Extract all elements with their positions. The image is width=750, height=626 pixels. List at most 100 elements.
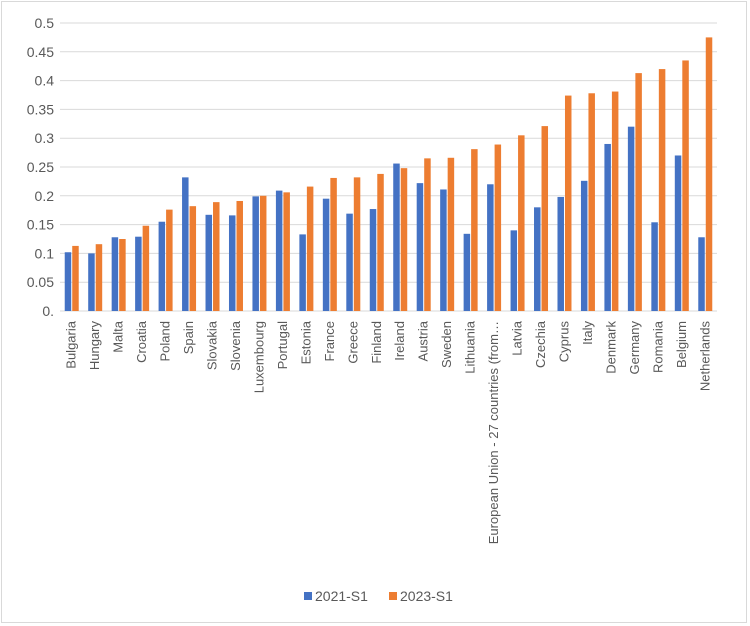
- x-tick-label: Austria: [416, 320, 431, 361]
- bar-2023-S1-Spain: [189, 206, 197, 311]
- x-tick-label: Luxembourg: [251, 321, 266, 393]
- x-tick-label: Estonia: [298, 320, 313, 364]
- y-axis-ticks: 0. 0.05 0.1 0.15 0.2 0.25 0.3 0.35 0.4 0.45 0.5: [27, 15, 54, 319]
- bar-2021-S1-Austria: [416, 183, 424, 311]
- bar-2023-S1-Greece: [353, 177, 361, 311]
- x-tick-label: Slovakia: [205, 320, 220, 370]
- bar-2021-S1-Belgium: [674, 155, 682, 311]
- bar-2023-S1-Croatia: [142, 225, 150, 311]
- bar-2021-S1-Portugal: [275, 190, 283, 311]
- legend-swatch-2021-S1: [304, 592, 312, 600]
- bar-2023-S1-Portugal: [283, 192, 290, 311]
- bar-2021-S1-Germany: [627, 126, 635, 312]
- bar-2023-S1-Luxembourg: [259, 195, 267, 311]
- bar-2021-S1-Greece: [346, 213, 353, 311]
- x-tick-label: Latvia: [510, 320, 525, 355]
- bar-2023-S1-Ireland: [400, 168, 408, 311]
- x-tick-label: Malta: [111, 320, 126, 353]
- bar-2023-S1-France: [330, 177, 337, 311]
- y-tick-label: 0.25: [27, 159, 54, 175]
- legend: 2021-S1 2023-S1: [304, 588, 453, 604]
- bar-2023-S1-Hungary: [95, 244, 103, 311]
- x-tick-label: Hungary: [87, 321, 102, 371]
- bar-2021-S1-Ireland: [393, 163, 400, 311]
- y-tick-label: 0.2: [35, 188, 55, 204]
- x-tick-label: Cyprus: [556, 321, 571, 363]
- gridlines: [60, 22, 717, 312]
- bar-2023-S1-Italy: [588, 93, 595, 311]
- bar-2021-S1-Czechia: [534, 207, 541, 311]
- bar-2021-S1-Croatia: [135, 236, 142, 311]
- bar-2021-S1-Spain: [182, 177, 189, 311]
- x-tick-label: Croatia: [134, 320, 149, 363]
- x-axis-labels: Bulgaria Hungary Malta Croatia Poland Spain Sl…: [64, 320, 713, 544]
- y-tick-label: 0.15: [27, 217, 54, 233]
- x-tick-label: Lithuania: [463, 320, 478, 374]
- bar-2023-S1-Estonia: [306, 186, 314, 311]
- bar-2021-S1-Romania: [651, 222, 658, 311]
- bar-2021-S1-Latvia: [510, 230, 518, 311]
- y-tick-label: 0.35: [27, 101, 54, 117]
- bar-2021-S1-Estonia: [299, 234, 306, 311]
- x-tick-label: Belgium: [674, 321, 689, 368]
- bar-2021-S1-Italy: [580, 180, 588, 311]
- y-tick-label: 0.3: [35, 130, 55, 146]
- legend-label: 2021-S1: [315, 588, 368, 604]
- bar-2021-S1-Poland: [158, 221, 166, 311]
- bar-2023-S1-Cyprus: [564, 95, 572, 312]
- x-tick-label: Bulgaria: [64, 320, 79, 368]
- x-tick-label: Slovenia: [228, 320, 243, 371]
- bar-2021-S1-France: [322, 198, 330, 311]
- bar-2023-S1-Austria: [424, 158, 431, 311]
- x-tick-label: Finland: [369, 321, 384, 364]
- bar-2023-S1-Slovakia: [213, 202, 220, 311]
- x-tick-label: Portugal: [275, 321, 290, 370]
- bar-2023-S1-Netherlands: [705, 37, 713, 312]
- bar-2021-S1-European Union - 27 countries (from…: [487, 184, 494, 311]
- x-tick-label: Romania: [650, 320, 665, 373]
- x-tick-label: Poland: [158, 321, 173, 361]
- bar-2023-S1-Malta: [119, 239, 126, 311]
- bar-2021-S1-Denmark: [604, 143, 611, 311]
- y-tick-label: 0.5: [35, 15, 55, 31]
- bar-2021-S1-Cyprus: [557, 196, 564, 311]
- x-tick-label: Italy: [580, 321, 595, 345]
- y-tick-label: 0.05: [27, 274, 54, 290]
- bar-2023-S1-Slovenia: [236, 200, 243, 311]
- y-tick-label: 0.1: [35, 245, 55, 261]
- bar-2023-S1-Belgium: [682, 60, 689, 311]
- bar-2021-S1-Hungary: [88, 253, 95, 311]
- bar-2023-S1-Romania: [658, 69, 666, 311]
- bar-2021-S1-Slovakia: [205, 214, 213, 311]
- bar-2023-S1-Bulgaria: [72, 245, 79, 311]
- x-tick-label: Czechia: [533, 320, 548, 368]
- bar-2023-S1-Finland: [377, 173, 384, 311]
- legend-label: 2023-S1: [400, 588, 453, 604]
- x-tick-label: Denmark: [603, 321, 618, 374]
- x-tick-label: Sweden: [439, 321, 454, 368]
- bar-2023-S1-Sweden: [447, 157, 455, 311]
- bar-2021-S1-Slovenia: [228, 215, 236, 311]
- y-tick-label: 0.: [42, 303, 54, 319]
- bar-2021-S1-Netherlands: [698, 237, 705, 311]
- bars: [64, 37, 713, 312]
- x-tick-label: Spain: [181, 321, 196, 354]
- x-tick-label: Greece: [345, 321, 360, 364]
- y-tick-label: 0.4: [35, 73, 55, 89]
- bar-2023-S1-European Union - 27 countries (from…: [494, 144, 502, 311]
- bar-2023-S1-Czechia: [541, 126, 549, 311]
- y-tick-label: 0.45: [27, 44, 54, 60]
- bar-2023-S1-Lithuania: [471, 149, 478, 311]
- legend-swatch-2023-S1: [389, 592, 397, 600]
- bar-2021-S1-Bulgaria: [64, 252, 72, 311]
- bar-2023-S1-Germany: [635, 73, 642, 311]
- bar-2023-S1-Latvia: [518, 135, 525, 311]
- x-tick-label: European Union - 27 countries (from…: [486, 321, 501, 544]
- x-tick-label: Ireland: [392, 321, 407, 361]
- bar-2021-S1-Malta: [111, 237, 119, 311]
- bar-2023-S1-Denmark: [611, 91, 619, 311]
- bar-2021-S1-Luxembourg: [252, 196, 259, 311]
- bar-2021-S1-Sweden: [440, 189, 447, 311]
